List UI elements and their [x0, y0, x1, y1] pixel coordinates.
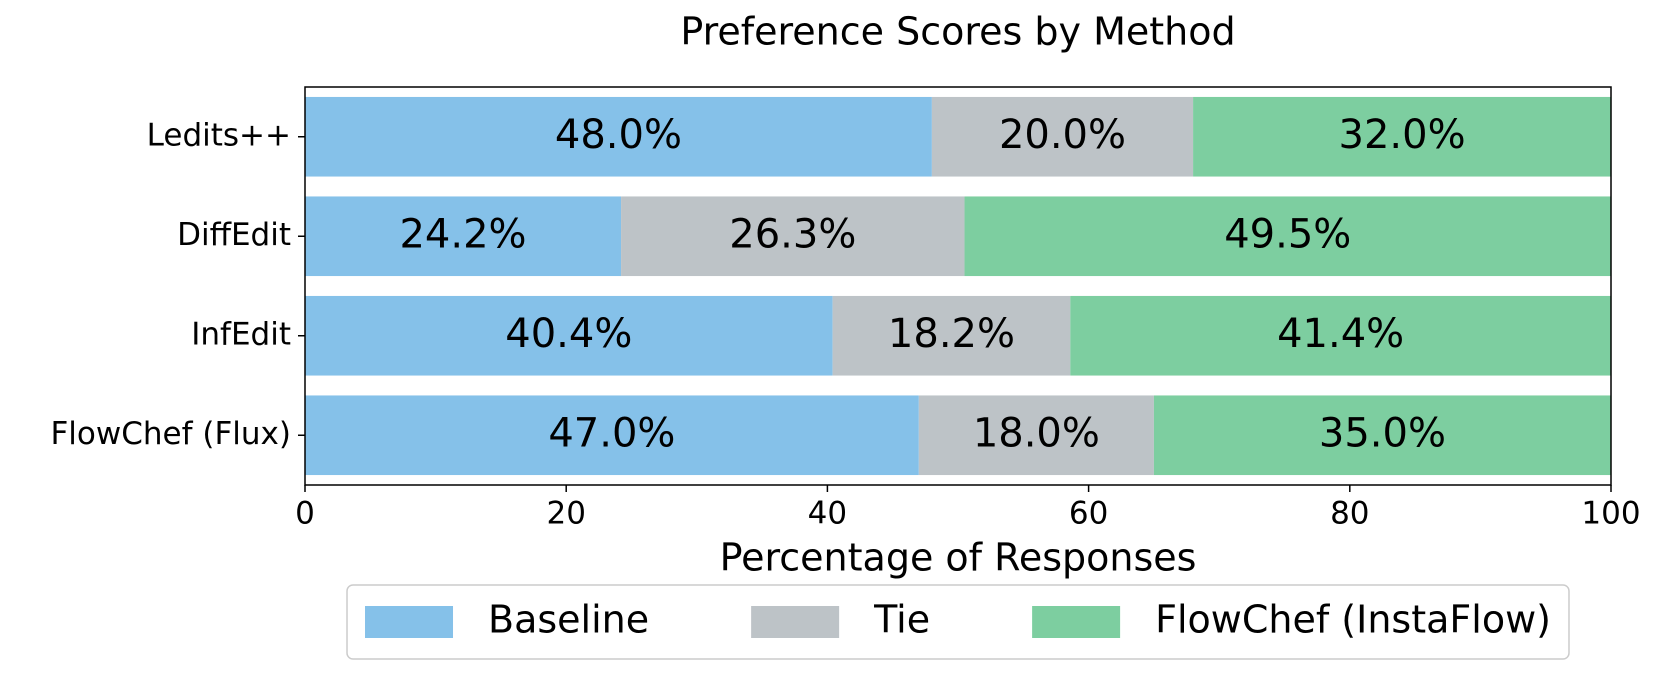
- data-label: 41.4%: [1277, 311, 1404, 357]
- data-label: 20.0%: [999, 112, 1126, 158]
- x-tick-label: 20: [546, 496, 585, 532]
- bar-segment: [305, 395, 919, 476]
- plot-frame: [304, 86, 1612, 486]
- data-label: 32.0%: [1339, 112, 1466, 158]
- bar-segment: [832, 295, 1071, 376]
- x-tick-label: 60: [1069, 496, 1108, 532]
- data-label: 48.0%: [555, 112, 682, 158]
- x-tick-label: 40: [808, 496, 847, 532]
- data-label: 47.0%: [548, 410, 675, 456]
- bar-segment: [305, 295, 833, 376]
- bar-segment: [621, 196, 965, 277]
- bar-segment: [918, 395, 1154, 476]
- data-label: 26.3%: [729, 211, 856, 257]
- data-label: 49.5%: [1224, 211, 1351, 257]
- bar-segment: [931, 96, 1194, 177]
- data-label: 18.2%: [888, 311, 1015, 357]
- bar-segment: [305, 196, 622, 277]
- data-label: 18.0%: [973, 410, 1100, 456]
- y-tick-label: InfEdit: [191, 316, 291, 352]
- legend-label: Baseline: [488, 598, 649, 642]
- bar-segment: [1193, 96, 1611, 177]
- data-label: 24.2%: [399, 211, 526, 257]
- legend-swatch: [365, 606, 454, 638]
- y-tick-label: FlowChef (Flux): [50, 416, 291, 452]
- legend-swatch: [751, 606, 840, 638]
- legend: Baseline Tie FlowChef (InstaFlow): [346, 584, 1570, 660]
- bar-segment: [1070, 295, 1611, 376]
- x-tick-label: 80: [1330, 496, 1369, 532]
- legend-swatch: [1032, 606, 1121, 638]
- data-label: 35.0%: [1319, 410, 1446, 456]
- chart-title: Preference Scores by Method: [680, 10, 1235, 54]
- legend-frame: [346, 584, 1570, 660]
- x-tick-label: 0: [295, 496, 315, 532]
- bar-segment: [1153, 395, 1611, 476]
- bar-segment: [305, 96, 932, 177]
- data-label: 40.4%: [505, 311, 632, 357]
- legend-label: FlowChef (InstaFlow): [1155, 598, 1551, 642]
- x-axis-label: Percentage of Responses: [720, 536, 1197, 580]
- bar-segment: [964, 196, 1611, 277]
- x-tick-label: 100: [1581, 496, 1640, 532]
- y-tick-label: DiffEdit: [177, 217, 291, 253]
- legend-label: Tie: [873, 598, 930, 642]
- y-tick-label: Ledits++: [147, 117, 291, 153]
